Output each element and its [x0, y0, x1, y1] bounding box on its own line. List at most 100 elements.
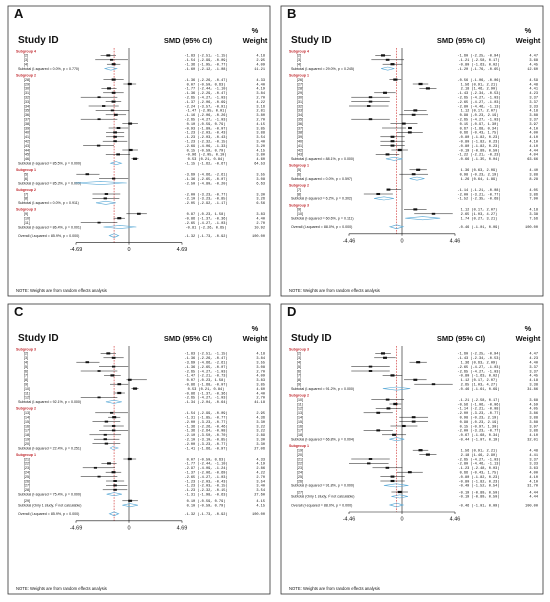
subtotal-diamond [383, 483, 409, 488]
weight-value: 4.10 [529, 434, 538, 438]
weight-value: 3.22 [256, 430, 265, 434]
study-marker [390, 63, 395, 66]
study-label: [29] [297, 91, 303, 95]
percent-header: % [252, 324, 259, 333]
study-label: [16] [24, 424, 30, 428]
ci-text: 1.36 (0.63, 2.09) [461, 361, 498, 366]
ci-text: -2.65 (-4.27, -1.03) [184, 221, 227, 226]
study-label: [8] [297, 378, 301, 382]
subgroup-title: Subgroup 2 [289, 184, 309, 188]
study-label: [28] [24, 488, 30, 492]
x-tick-label: 0 [400, 238, 403, 244]
study-label: [15] [297, 420, 303, 424]
x-tick-label: 4.46 [450, 517, 461, 523]
study-marker [397, 148, 402, 152]
panel-frame [280, 303, 544, 595]
weight-value: 4.48 [529, 83, 538, 87]
weight-value: 4.47 [529, 353, 538, 357]
weight-value: 3.54 [256, 489, 265, 493]
panel-letter: B [287, 6, 296, 21]
percent-header: % [525, 324, 532, 333]
weight-value: 3.83 [256, 213, 265, 217]
ci-text: -2.65 (-4.27, -1.03) [457, 96, 500, 101]
subtotal-label: Subtotal (I-squared = 0.0%, p = 0.911) [18, 201, 79, 205]
weight-value: 3.30 [256, 193, 265, 197]
ci-text: 1.36 (0.63, 2.09) [461, 168, 498, 173]
ci-text: -2.00 (-3.23, -0.77) [184, 192, 227, 197]
subtotal-ci-text: -1.60 (-2.12, -1.08) [184, 67, 227, 72]
ci-text: -2.00 (-3.21, -0.77) [457, 192, 500, 197]
study-marker [104, 442, 109, 445]
study-id-header: Study ID [18, 35, 59, 46]
weight-value: 3.84 [256, 357, 265, 361]
study-id-header: Study ID [291, 35, 332, 46]
overall-weight: 100.00 [252, 513, 265, 517]
ci-text: -1.60 (-2.25, -0.94) [457, 54, 500, 59]
weight-value: 4.36 [256, 417, 265, 421]
subtotal-ci-text: 1.26 (0.64, 1.89) [461, 177, 498, 182]
subgroup-title: Subgroup 3 [289, 347, 309, 351]
study-marker [103, 438, 107, 441]
study-label: [3] [24, 58, 28, 62]
weight-value: 4.23 [529, 357, 538, 361]
forest-panel-b: B Study ID SMD (95% CI)%Weight -4.46 0 4.46 Su… [280, 5, 544, 297]
overall-diamond [108, 233, 120, 238]
subgroup-title: Subgroup 2 [16, 74, 36, 78]
study-label: [16] [297, 424, 303, 428]
subtotal-weight: 32.01 [527, 439, 538, 443]
subtotal-diamond [374, 196, 394, 201]
subtotal-label: Subtotal (Only 1 study, I² not calculabl… [18, 504, 81, 508]
x-tick-label: -4.69 [70, 525, 83, 531]
weight-value: 4.22 [256, 472, 265, 476]
subtotal-weight: 4.15 [256, 505, 265, 509]
study-marker [136, 212, 141, 215]
ci-text: 0.10 (-0.59, 0.79) [187, 122, 226, 127]
study-label: [20] [297, 453, 303, 457]
study-marker [390, 479, 395, 483]
weight-value: 4.05 [529, 189, 538, 193]
study-marker [385, 58, 390, 61]
study-marker [106, 352, 111, 355]
study-marker [97, 475, 101, 478]
weight-value: 4.10 [529, 141, 538, 145]
study-label: [6] [297, 173, 301, 177]
study-label: [3] [297, 356, 301, 360]
ci-text: -1.77 (-2.44, -1.10) [184, 87, 227, 92]
ci-text: 0.53 (0.21, 0.84) [188, 387, 225, 392]
ci-text: 2.18 (1.46, 2.90) [461, 453, 498, 458]
weight-value: 4.15 [256, 500, 265, 504]
study-label: [41] [297, 144, 303, 148]
weight-value: 3.63 [529, 467, 538, 471]
subgroup-title: Subgroup 1 [16, 453, 36, 457]
ci-text: 0.10 (-0.59, 0.79) [187, 499, 226, 504]
ci-text: -0.56 (-1.06, -0.06) [457, 402, 500, 407]
study-marker [116, 153, 120, 156]
subtotal-weight: 63.66 [527, 158, 538, 162]
ci-text: -0.80 (-1.82, 0.23) [459, 479, 500, 484]
study-marker [383, 91, 387, 94]
study-marker [97, 96, 101, 99]
weight-value: 3.97 [529, 123, 538, 127]
weight-value: 4.59 [529, 403, 538, 407]
weight-value: 3.88 [529, 417, 538, 421]
subtotal-ci-text: -2.05 (-2.92, -1.17) [184, 201, 227, 206]
study-label: [39] [24, 126, 30, 130]
forest-panel-d: D Study ID SMD (95% CI)%Weight -4.46 0 4.46 Su… [280, 303, 544, 595]
subtotal-ci-text: 0.10 (-0.59, 0.79) [187, 504, 226, 509]
subtotal-weight: 6.63 [256, 182, 265, 186]
study-label: [29] [24, 499, 30, 503]
study-marker [425, 453, 430, 456]
study-marker [97, 221, 101, 224]
ci-text: 0.15 (-0.97, 1.30) [460, 122, 499, 127]
study-label: [26] [24, 479, 30, 483]
weight-value: 4.00 [529, 472, 538, 476]
study-marker [408, 126, 412, 130]
study-id-header: Study ID [291, 333, 332, 344]
overall-label: Overall (I-squared = 88.0%, p = 0.000) [291, 503, 352, 507]
study-marker [116, 126, 121, 130]
subtotal-diamond [385, 156, 403, 161]
smd-header: SMD (95% CI) [437, 334, 486, 343]
ci-text: -2.10 (-3.10, -0.85) [184, 438, 227, 443]
weight-value: 4.41 [529, 454, 538, 458]
